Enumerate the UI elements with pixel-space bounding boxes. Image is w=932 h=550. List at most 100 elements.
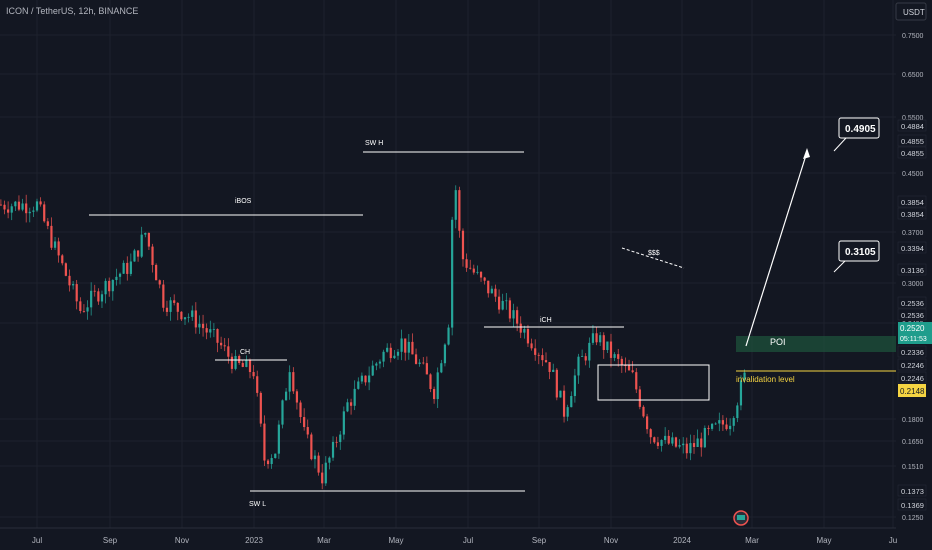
candle-body xyxy=(440,363,443,373)
candle-body xyxy=(368,375,371,383)
candle-body xyxy=(335,441,338,443)
candle-body xyxy=(638,389,641,407)
price-tag-box xyxy=(897,146,927,159)
invalidation-price-tag xyxy=(898,384,926,397)
candle-body xyxy=(552,369,555,372)
candle-body xyxy=(158,280,161,285)
x-tick-label: Nov xyxy=(604,536,618,545)
bar-countdown: 05:11:53 xyxy=(900,336,927,343)
candle-body xyxy=(479,271,483,278)
candle-body xyxy=(183,317,187,320)
candle-body xyxy=(155,264,158,281)
candle-body xyxy=(104,280,107,295)
candle-body xyxy=(570,396,573,408)
candle-body xyxy=(270,458,273,465)
candle-body xyxy=(234,355,237,369)
y-tick-label: 0.1800 xyxy=(902,417,924,424)
candle-body xyxy=(721,420,724,425)
price-tag-value: 0.2246 xyxy=(901,361,924,370)
candle-body xyxy=(57,241,60,256)
candle-body xyxy=(595,333,598,343)
candle-body xyxy=(274,453,277,459)
y-tick-label: 0.5500 xyxy=(902,115,924,122)
candle-body xyxy=(46,221,49,226)
time-axis-ticks[interactable]: Jul Sep Nov 2023 Mar May Jul Sep Nov 2024 Mar May Ju xyxy=(32,536,897,545)
x-tick-label: Ju xyxy=(889,536,897,545)
candle-body xyxy=(331,441,335,458)
candle-body xyxy=(3,204,6,210)
candle-body xyxy=(534,348,537,355)
target-low-box xyxy=(838,240,880,262)
candle-body xyxy=(429,374,432,390)
candle-body xyxy=(393,355,396,359)
candle-body xyxy=(129,261,132,274)
ibos-label: iBOS xyxy=(235,198,252,205)
candle-body xyxy=(541,355,544,361)
candle-body xyxy=(64,263,67,276)
y-tick-label: 0.1650 xyxy=(902,439,924,446)
candles-layer xyxy=(0,185,746,490)
candle-body xyxy=(75,284,78,302)
target-callout-high: 0.4905 xyxy=(833,117,880,152)
y-tick-label: 0.1510 xyxy=(902,464,924,471)
candle-body xyxy=(259,392,262,424)
x-tick-label: Sep xyxy=(103,536,118,545)
target-high-pointer xyxy=(833,137,847,152)
candle-body xyxy=(609,341,613,358)
candle-body xyxy=(317,455,320,473)
candle-body xyxy=(389,347,392,359)
candle-body xyxy=(50,225,53,248)
candle-body xyxy=(198,323,201,328)
candle-body xyxy=(220,342,223,346)
candle-body xyxy=(310,434,313,460)
candle-body xyxy=(25,203,28,214)
candle-body xyxy=(248,360,252,373)
poi-label: POI xyxy=(770,337,786,347)
candle-body xyxy=(256,376,259,393)
candle-body xyxy=(729,425,732,430)
candle-body xyxy=(653,437,656,443)
candle-body xyxy=(519,323,522,333)
candle-body xyxy=(0,204,3,206)
candle-body xyxy=(736,405,739,419)
ich-label: iCH xyxy=(540,317,552,324)
x-tick-label: Mar xyxy=(745,536,759,545)
candle-body xyxy=(508,300,512,319)
liquidity-label: $$$ xyxy=(648,250,660,257)
candle-body xyxy=(490,288,493,294)
candle-body xyxy=(284,391,288,401)
candle-body xyxy=(187,316,190,318)
x-tick-label: Sep xyxy=(532,536,547,545)
x-tick-label: Mar xyxy=(317,536,331,545)
candle-body xyxy=(469,267,472,269)
currency-label: USDT xyxy=(903,8,925,17)
candle-body xyxy=(238,355,241,363)
candle-body xyxy=(505,300,508,302)
price-tag-value: 0.1369 xyxy=(901,501,924,510)
candle-body xyxy=(86,307,89,312)
candle-body xyxy=(548,362,551,372)
candle-body xyxy=(544,360,548,363)
candle-body xyxy=(692,443,696,447)
candle-body xyxy=(707,427,710,429)
candle-body xyxy=(126,262,129,274)
target-high-box xyxy=(838,117,880,139)
candle-body xyxy=(635,372,638,390)
candle-body xyxy=(483,277,486,281)
symbol-title[interactable]: ICON / TetherUS, 12h, BINANCE xyxy=(6,6,139,16)
price-tag-value: 0.2536 xyxy=(901,311,924,320)
candle-body xyxy=(447,327,450,345)
candle-body xyxy=(645,416,649,430)
currency-badge[interactable] xyxy=(895,2,927,21)
y-tick-label: 0.6500 xyxy=(902,72,924,79)
candle-body xyxy=(194,310,197,328)
candle-body xyxy=(696,438,699,447)
candle-body xyxy=(678,445,681,447)
candle-body xyxy=(497,296,501,310)
candle-body xyxy=(700,438,703,448)
candle-body xyxy=(303,417,306,428)
candle-body xyxy=(512,310,515,319)
candle-body xyxy=(346,402,349,412)
